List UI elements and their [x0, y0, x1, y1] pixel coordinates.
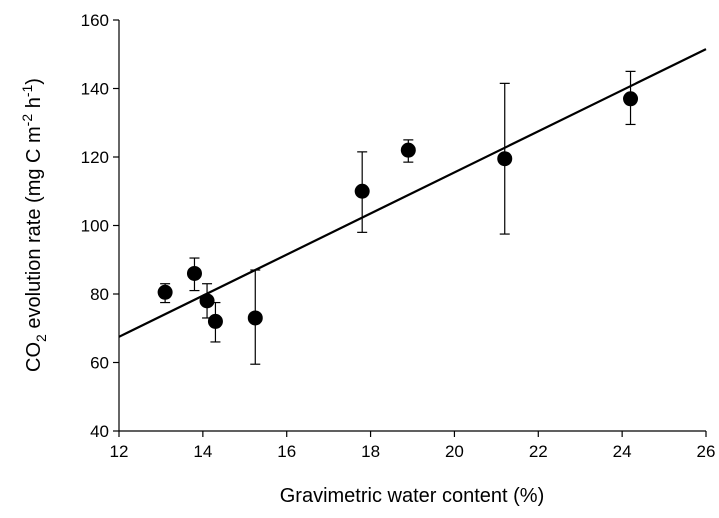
- x-tick-label: 14: [193, 442, 212, 461]
- data-point: [354, 183, 370, 199]
- x-tick-label: 20: [445, 442, 464, 461]
- data-point-layer: [157, 91, 639, 329]
- x-tick-labels: 12 14 16 18 20 22 24 26: [110, 442, 716, 461]
- y-tick-label: 40: [90, 422, 109, 441]
- y-tick-label: 80: [90, 285, 109, 304]
- y-tick-label: 160: [81, 11, 109, 30]
- x-axis-title: Gravimetric water content (%): [280, 485, 545, 507]
- axes: [113, 19, 707, 437]
- x-tick-label: 22: [529, 442, 548, 461]
- data-point: [157, 284, 173, 300]
- data-point: [623, 91, 639, 107]
- x-tick-label: 24: [613, 442, 632, 461]
- data-point: [207, 313, 223, 329]
- regression-line: [118, 48, 707, 338]
- x-tick-label: 18: [361, 442, 380, 461]
- error-bar-layer: [160, 70, 636, 365]
- y-axis-title: CO2 evolution rate (mg C m-2 h-1): [19, 78, 49, 372]
- trendline-layer: [118, 48, 707, 338]
- x-tick-label: 12: [110, 442, 129, 461]
- data-point: [247, 310, 263, 326]
- y-tick-labels: 40 60 80 100 120 140 160: [81, 11, 109, 441]
- data-point: [400, 142, 416, 158]
- data-point: [186, 265, 202, 281]
- x-tick-label: 16: [277, 442, 296, 461]
- data-point: [497, 151, 513, 167]
- y-tick-label: 120: [81, 148, 109, 167]
- y-tick-label: 100: [81, 217, 109, 236]
- data-point: [199, 293, 215, 309]
- y-tick-label: 60: [90, 354, 109, 373]
- x-tick-label: 26: [697, 442, 716, 461]
- y-tick-label: 140: [81, 80, 109, 99]
